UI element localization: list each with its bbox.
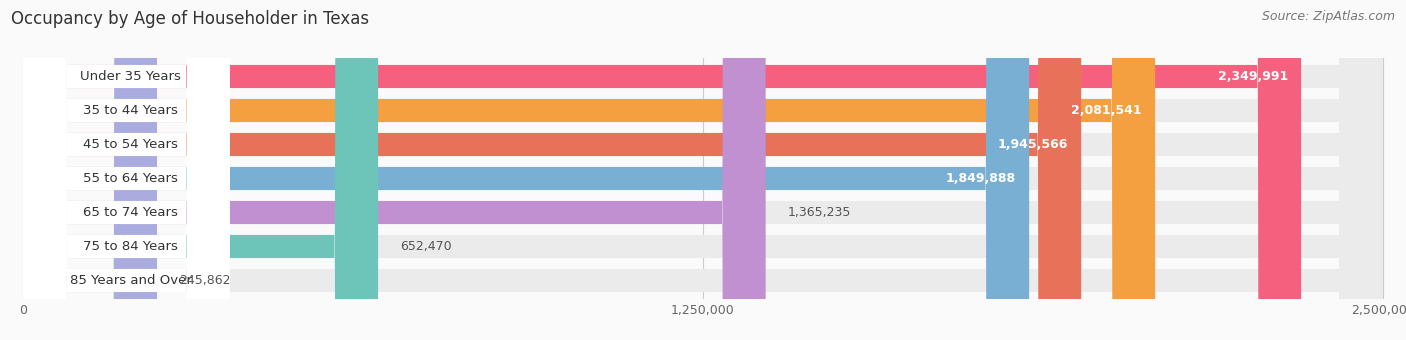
FancyBboxPatch shape [24,0,231,340]
FancyBboxPatch shape [24,0,1382,340]
Text: 65 to 74 Years: 65 to 74 Years [83,206,179,219]
FancyBboxPatch shape [24,0,231,340]
Text: 45 to 54 Years: 45 to 54 Years [83,138,179,151]
Text: 1,365,235: 1,365,235 [787,206,851,219]
FancyBboxPatch shape [24,0,1081,340]
Text: 1,945,566: 1,945,566 [998,138,1069,151]
Text: 35 to 44 Years: 35 to 44 Years [83,104,179,117]
Text: Source: ZipAtlas.com: Source: ZipAtlas.com [1261,10,1395,23]
FancyBboxPatch shape [24,0,231,340]
FancyBboxPatch shape [24,0,1382,340]
FancyBboxPatch shape [24,0,1382,340]
FancyBboxPatch shape [24,0,1382,340]
FancyBboxPatch shape [24,0,1382,340]
FancyBboxPatch shape [24,0,1029,340]
FancyBboxPatch shape [24,0,231,340]
FancyBboxPatch shape [24,0,1156,340]
Text: 75 to 84 Years: 75 to 84 Years [83,240,179,253]
Text: 85 Years and Over: 85 Years and Over [70,274,191,287]
FancyBboxPatch shape [24,0,1301,340]
Text: 1,849,888: 1,849,888 [946,172,1017,185]
FancyBboxPatch shape [24,0,231,340]
FancyBboxPatch shape [24,0,157,340]
FancyBboxPatch shape [24,0,231,340]
Text: 2,349,991: 2,349,991 [1218,70,1288,83]
FancyBboxPatch shape [24,0,1382,340]
Text: Under 35 Years: Under 35 Years [80,70,181,83]
Text: 245,862: 245,862 [179,274,231,287]
Text: Occupancy by Age of Householder in Texas: Occupancy by Age of Householder in Texas [11,10,370,28]
Text: 55 to 64 Years: 55 to 64 Years [83,172,179,185]
Text: 652,470: 652,470 [399,240,451,253]
FancyBboxPatch shape [24,0,1382,340]
FancyBboxPatch shape [24,0,231,340]
Text: 2,081,541: 2,081,541 [1071,104,1142,117]
FancyBboxPatch shape [24,0,766,340]
FancyBboxPatch shape [24,0,378,340]
